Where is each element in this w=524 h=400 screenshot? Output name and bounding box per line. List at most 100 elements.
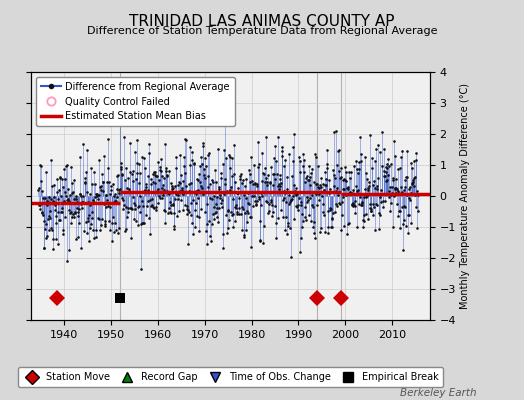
Point <box>245 166 253 173</box>
Point <box>152 173 161 179</box>
Point <box>119 201 128 208</box>
Point <box>105 227 114 233</box>
Point <box>168 183 176 189</box>
Point <box>160 207 169 214</box>
Point <box>333 203 342 209</box>
Point <box>83 189 91 195</box>
Point <box>43 216 52 222</box>
Point <box>323 230 332 236</box>
Point <box>70 176 78 183</box>
Point <box>149 204 158 211</box>
Point <box>334 147 342 154</box>
Point <box>267 196 276 203</box>
Point <box>177 184 185 191</box>
Point <box>375 210 383 216</box>
Point <box>190 161 198 168</box>
Point <box>342 192 351 198</box>
Point <box>286 225 294 231</box>
Point <box>80 175 89 182</box>
Point <box>313 189 322 196</box>
Point <box>240 192 248 199</box>
Point <box>114 230 123 236</box>
Point <box>39 212 47 218</box>
Point <box>49 246 57 252</box>
Point <box>38 210 47 216</box>
Point <box>91 193 99 200</box>
Point <box>294 195 303 202</box>
Point <box>155 177 163 184</box>
Point <box>297 202 305 208</box>
Point <box>329 209 337 216</box>
Point <box>79 198 87 205</box>
Point <box>234 195 243 201</box>
Point <box>147 181 155 188</box>
Point <box>317 175 325 182</box>
Point <box>291 188 299 194</box>
Point <box>83 218 92 224</box>
Point <box>268 202 276 208</box>
Point <box>302 175 310 181</box>
Point <box>285 200 293 207</box>
Point <box>87 165 95 171</box>
Point <box>203 241 211 247</box>
Point <box>235 205 244 211</box>
Point <box>309 204 317 210</box>
Point <box>222 212 231 218</box>
Point <box>242 176 250 182</box>
Point <box>54 216 63 223</box>
Point <box>321 229 329 235</box>
Point <box>391 190 400 196</box>
Point <box>114 172 122 178</box>
Point <box>388 184 396 190</box>
Point <box>146 230 154 237</box>
Point <box>97 222 105 228</box>
Point <box>137 221 146 228</box>
Point <box>339 186 347 192</box>
Point <box>48 182 56 189</box>
Point <box>363 175 372 182</box>
Point <box>252 200 260 207</box>
Point <box>311 234 319 241</box>
Point <box>51 236 60 242</box>
Point <box>315 197 323 204</box>
Point <box>206 189 215 196</box>
Point <box>215 191 224 198</box>
Point <box>263 182 271 189</box>
Point <box>379 168 388 174</box>
Point <box>247 244 255 250</box>
Point <box>117 171 126 178</box>
Point <box>181 170 190 176</box>
Point <box>47 157 55 164</box>
Point <box>289 192 298 199</box>
Point <box>283 174 291 180</box>
Point <box>50 194 59 200</box>
Point <box>220 147 228 154</box>
Point <box>230 142 238 148</box>
Point <box>202 228 210 234</box>
Point <box>331 174 340 181</box>
Point <box>320 182 329 188</box>
Point <box>230 171 238 177</box>
Point <box>354 187 363 194</box>
Point <box>312 180 320 187</box>
Point <box>165 168 173 174</box>
Point <box>337 212 346 218</box>
Point <box>340 176 348 182</box>
Point <box>394 188 402 194</box>
Point <box>94 196 103 202</box>
Point <box>326 207 335 213</box>
Point <box>149 179 158 185</box>
Point <box>379 204 387 210</box>
Point <box>238 180 246 186</box>
Point <box>182 136 190 143</box>
Point <box>252 202 260 208</box>
Point <box>274 182 282 189</box>
Point <box>283 219 292 226</box>
Point <box>102 192 111 199</box>
Point <box>336 175 344 182</box>
Point <box>275 186 283 192</box>
Point <box>368 155 376 161</box>
Point <box>386 184 395 190</box>
Point <box>265 189 273 196</box>
Point <box>387 161 396 167</box>
